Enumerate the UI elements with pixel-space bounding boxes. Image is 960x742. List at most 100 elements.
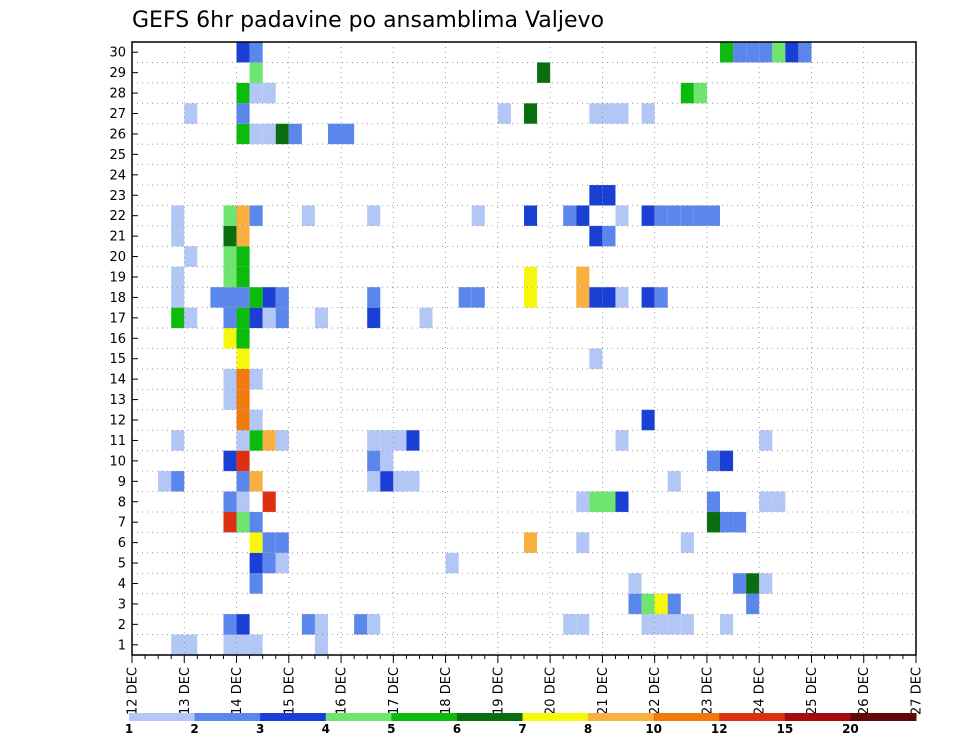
heat-cell bbox=[746, 573, 760, 594]
y-tick-label: 26 bbox=[109, 127, 126, 142]
heat-cell bbox=[746, 42, 760, 63]
heat-cell bbox=[667, 593, 681, 615]
x-tick-label: 13 DEC bbox=[178, 667, 193, 715]
heat-cell bbox=[236, 287, 250, 308]
colorbar-swatch bbox=[260, 713, 327, 721]
x-tick-label: 25 DEC bbox=[805, 667, 820, 715]
y-tick-label: 22 bbox=[109, 209, 126, 224]
y-tick-label: 3 bbox=[118, 597, 126, 612]
heat-cell bbox=[576, 287, 590, 308]
heat-cell bbox=[772, 491, 786, 512]
heat-cell bbox=[563, 614, 577, 635]
heat-cell bbox=[171, 307, 185, 329]
colorbar-swatch bbox=[784, 713, 851, 721]
heat-cell bbox=[693, 82, 707, 104]
colorbar-label: 15 bbox=[776, 722, 793, 736]
x-tick-label: 27 DEC bbox=[910, 667, 925, 715]
heat-cell bbox=[615, 205, 629, 226]
heat-cell bbox=[223, 614, 237, 635]
heat-cell bbox=[236, 450, 250, 472]
heat-cell bbox=[602, 185, 616, 206]
heat-cell bbox=[249, 82, 263, 104]
heat-cell bbox=[615, 491, 629, 512]
x-tick-label: 20 DEC bbox=[544, 667, 559, 715]
heat-cell bbox=[706, 205, 720, 226]
colorbar-swatch bbox=[719, 713, 786, 721]
heat-cell bbox=[641, 287, 655, 308]
heat-cell bbox=[641, 103, 655, 124]
heat-cell bbox=[367, 471, 381, 492]
colorbar-label: 12 bbox=[711, 722, 728, 736]
heat-cell bbox=[236, 42, 250, 63]
heat-cell bbox=[458, 287, 472, 308]
colorbar-label: 1 bbox=[125, 722, 133, 736]
heat-cell bbox=[798, 42, 812, 63]
heat-cell bbox=[367, 287, 381, 308]
colorbar-label: 20 bbox=[842, 722, 859, 736]
heat-cell bbox=[524, 266, 538, 288]
heat-cell bbox=[589, 103, 603, 124]
heat-cell bbox=[367, 205, 381, 226]
y-tick-label: 8 bbox=[118, 495, 126, 510]
heat-cell bbox=[706, 450, 720, 472]
heat-cell bbox=[680, 82, 694, 104]
heat-cell bbox=[249, 634, 263, 655]
heat-cell bbox=[393, 430, 407, 451]
heat-cell bbox=[314, 307, 328, 329]
heat-cell bbox=[223, 266, 237, 288]
y-tick-label: 10 bbox=[109, 454, 126, 469]
colorbar-label: 8 bbox=[584, 722, 592, 736]
colorbar-label: 4 bbox=[322, 722, 330, 736]
heat-cell bbox=[223, 225, 237, 247]
heat-cell bbox=[524, 103, 538, 124]
heat-cell bbox=[641, 593, 655, 615]
colorbar-swatch bbox=[850, 713, 917, 721]
x-tick-label: 15 DEC bbox=[282, 667, 297, 715]
heat-cell bbox=[236, 123, 250, 145]
heat-cell bbox=[680, 205, 694, 226]
y-tick-label: 12 bbox=[109, 414, 126, 429]
heat-cell bbox=[275, 123, 289, 145]
heat-cell bbox=[249, 430, 263, 451]
heat-cell bbox=[236, 103, 250, 124]
colorbar-swatch bbox=[588, 713, 655, 721]
heat-cell bbox=[641, 205, 655, 226]
y-tick-label: 27 bbox=[109, 107, 126, 122]
y-tick-label: 11 bbox=[109, 434, 126, 449]
heat-cell bbox=[249, 471, 263, 492]
heat-cell bbox=[236, 307, 250, 329]
x-tick-label: 26 DEC bbox=[857, 667, 872, 715]
heat-cell bbox=[236, 82, 250, 104]
heat-cell bbox=[275, 307, 289, 329]
colorbar-label: 2 bbox=[190, 722, 198, 736]
heat-cell bbox=[223, 328, 237, 349]
x-tick-label: 16 DEC bbox=[335, 667, 350, 715]
heat-cell bbox=[654, 287, 668, 308]
heat-cell bbox=[275, 430, 289, 451]
heat-cell bbox=[680, 614, 694, 635]
heat-cell bbox=[654, 593, 668, 615]
heat-cell bbox=[236, 328, 250, 349]
heat-cell bbox=[236, 491, 250, 512]
grid-layer bbox=[132, 42, 916, 655]
heat-cell bbox=[667, 205, 681, 226]
heat-cell bbox=[628, 593, 642, 615]
heat-cell bbox=[262, 532, 276, 553]
y-tick-label: 18 bbox=[109, 291, 126, 306]
heat-cell bbox=[759, 42, 773, 63]
heat-cell bbox=[589, 287, 603, 308]
heat-cell bbox=[693, 205, 707, 226]
heat-cell bbox=[720, 511, 734, 533]
heat-cell bbox=[367, 614, 381, 635]
heat-cell bbox=[367, 450, 381, 472]
heat-cell bbox=[236, 205, 250, 226]
colorbar-swatch bbox=[325, 713, 392, 721]
heat-cell bbox=[589, 185, 603, 206]
heat-cell bbox=[524, 287, 538, 308]
heat-cell bbox=[236, 511, 250, 533]
heat-cell bbox=[236, 266, 250, 288]
y-tick-label: 19 bbox=[109, 270, 126, 285]
heat-cell bbox=[576, 491, 590, 512]
heat-cell bbox=[602, 225, 616, 247]
y-tick-label: 4 bbox=[118, 577, 126, 592]
